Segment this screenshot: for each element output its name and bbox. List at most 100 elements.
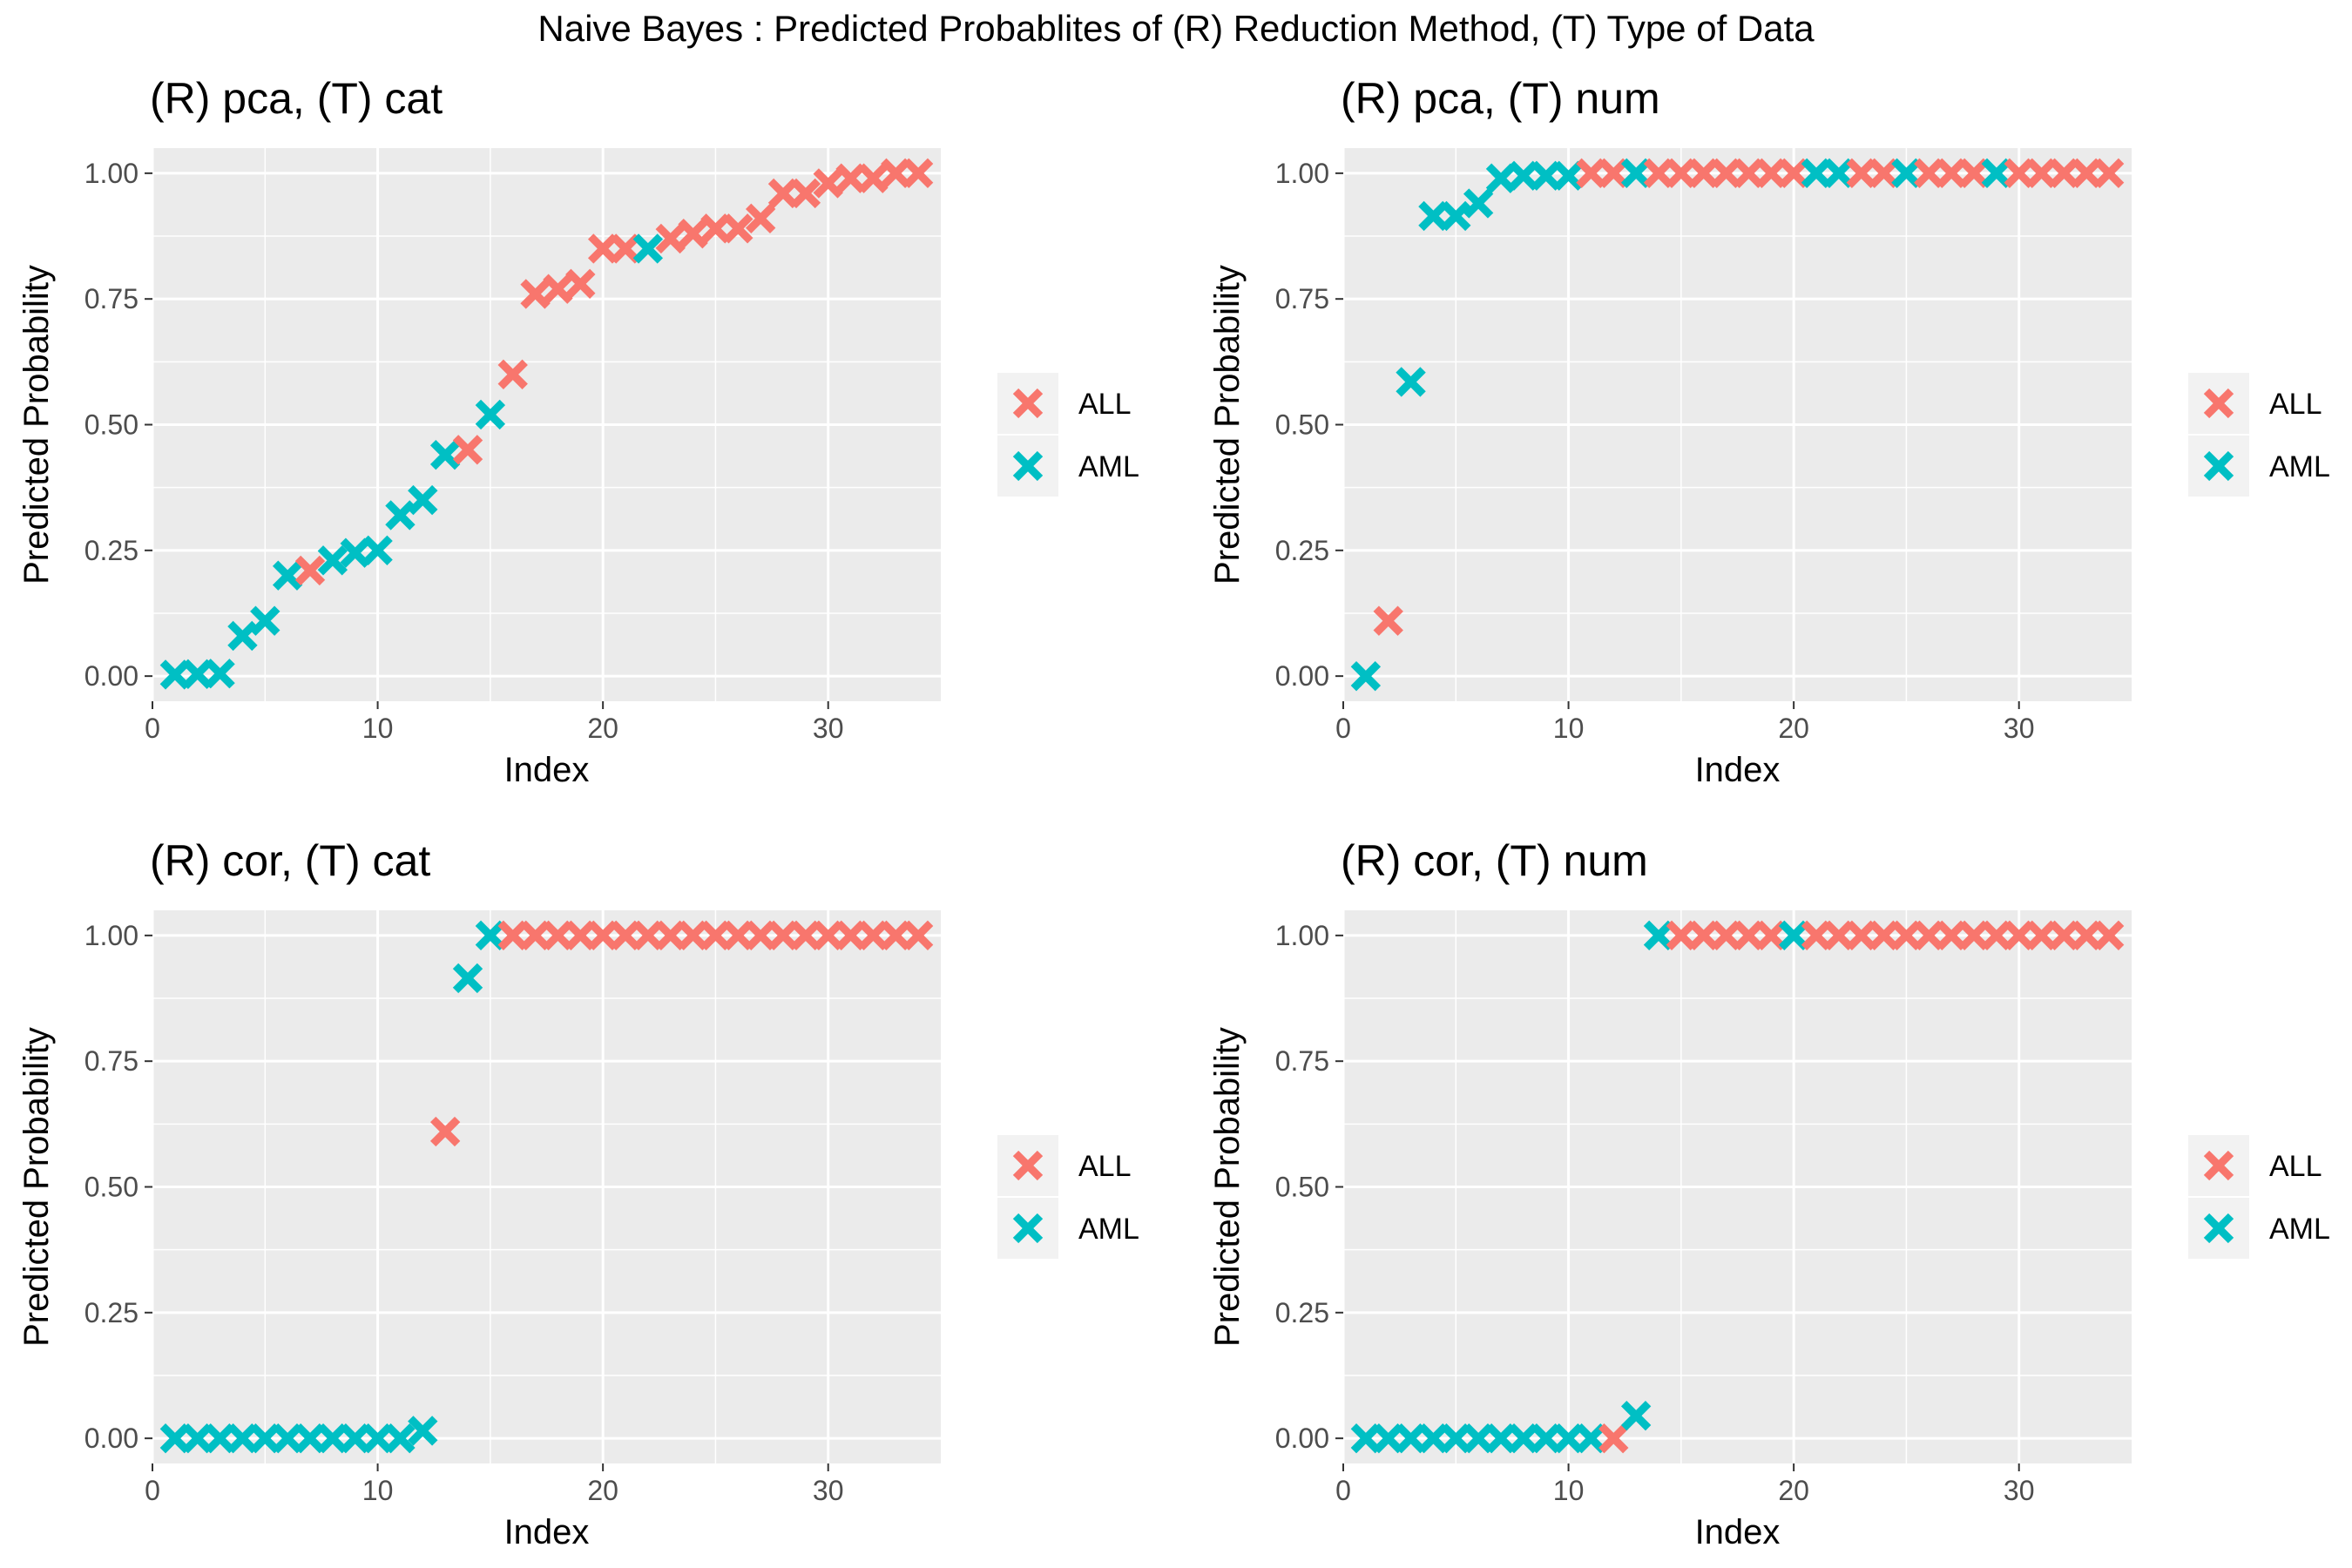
panel-title: (R) cor, (T) cat <box>150 836 430 885</box>
point-aml <box>1981 158 2012 189</box>
point-aml <box>1508 1423 1539 1454</box>
point-aml <box>1350 1423 1382 1454</box>
point-all <box>678 920 708 951</box>
point-all <box>881 920 911 951</box>
point-all <box>1643 158 1674 189</box>
y-tick-label: 0.00 <box>84 1423 139 1454</box>
point-all <box>497 920 528 951</box>
legend-marker-aml <box>1012 1213 1044 1244</box>
point-aml <box>1441 1423 1471 1454</box>
point-all <box>565 920 596 951</box>
point-aml <box>1485 163 1517 193</box>
point-all <box>813 168 843 199</box>
x-axis-label: Index <box>1695 1513 1781 1551</box>
point-all <box>1869 158 1899 189</box>
point-aml <box>429 439 461 470</box>
point-all <box>520 920 551 951</box>
point-all <box>1869 920 1899 951</box>
point-all <box>858 920 889 951</box>
x-tick-label: 20 <box>1778 1475 1809 1506</box>
point-aml <box>250 1423 280 1454</box>
y-tick-label: 0.50 <box>84 409 139 441</box>
legend-marker-aml <box>2203 450 2234 482</box>
point-aml <box>452 963 483 994</box>
point-all <box>2026 158 2057 189</box>
point-all <box>790 920 821 951</box>
x-tick-label: 0 <box>145 1475 160 1506</box>
y-tick-label: 0.50 <box>84 1172 139 1203</box>
point-all <box>1756 920 1787 951</box>
legend-label-aml: AML <box>2269 1213 2330 1246</box>
y-tick-label: 0.25 <box>84 535 139 566</box>
point-all <box>1756 158 1787 189</box>
x-tick-label: 30 <box>2004 713 2035 744</box>
point-aml <box>182 659 213 690</box>
point-all <box>1846 920 1876 951</box>
y-tick-label: 1.00 <box>84 158 139 189</box>
point-all <box>543 274 573 304</box>
y-tick-label: 1.00 <box>1275 158 1329 189</box>
point-aml <box>385 1423 416 1454</box>
point-aml <box>1620 1400 1652 1431</box>
x-tick-label: 20 <box>1778 713 1809 744</box>
point-aml <box>340 537 370 568</box>
point-all <box>2049 920 2079 951</box>
point-all <box>1666 158 1697 189</box>
point-all <box>655 223 686 254</box>
point-aml <box>205 659 235 689</box>
point-aml <box>227 620 258 652</box>
y-tick-label: 0.75 <box>1275 1045 1329 1077</box>
y-tick-label: 1.00 <box>84 920 139 951</box>
point-all <box>294 555 326 586</box>
point-aml <box>1553 1423 1584 1454</box>
y-tick-label: 0.50 <box>1275 1172 1329 1203</box>
point-all <box>1576 158 1606 189</box>
legend-label-aml: AML <box>2269 450 2330 483</box>
x-tick-label: 10 <box>362 713 394 744</box>
point-all <box>745 203 776 234</box>
legend-marker-all <box>2203 388 2234 419</box>
point-all <box>858 163 889 193</box>
point-aml <box>1553 160 1584 191</box>
point-aml <box>1463 1423 1494 1454</box>
y-tick-label: 0.75 <box>84 1045 139 1077</box>
y-axis-label: Predicted Probability <box>1208 265 1247 585</box>
point-all <box>520 279 551 309</box>
x-axis-label: Index <box>1695 751 1781 789</box>
point-all <box>1711 920 1741 951</box>
point-aml <box>408 484 438 516</box>
point-all <box>632 920 664 951</box>
point-aml <box>294 1423 326 1454</box>
legend: ALL AML <box>997 1135 1139 1259</box>
legend-label-all: ALL <box>2269 388 2322 421</box>
y-tick-label: 0.00 <box>1275 660 1329 692</box>
point-all <box>700 920 731 951</box>
point-all <box>452 435 483 465</box>
point-all <box>655 920 686 951</box>
point-all <box>610 233 641 264</box>
panel-title: (R) pca, (T) cat <box>150 74 443 123</box>
point-aml <box>250 605 280 636</box>
point-all <box>881 158 911 189</box>
point-aml <box>1418 200 1449 232</box>
point-aml <box>317 545 348 576</box>
panel-4: 0 10 20 30 0.00 0.25 0.50 0.75 1.00 (R) cor, (T) … <box>1208 836 2330 1551</box>
figure-title: Naive Bayes : Predicted Probablites of (… <box>537 8 1815 49</box>
point-all <box>1734 920 1764 951</box>
point-all <box>835 920 866 951</box>
point-all <box>1778 158 1809 189</box>
point-aml <box>1396 367 1426 397</box>
point-all <box>1958 158 1990 189</box>
point-aml <box>362 535 393 566</box>
point-aml <box>159 1423 191 1454</box>
y-tick-label: 0.25 <box>1275 535 1329 566</box>
point-all <box>565 268 596 300</box>
point-all <box>587 920 618 951</box>
point-aml <box>1778 920 1809 951</box>
legend-label-aml: AML <box>1078 1213 1139 1246</box>
y-axis-label: Predicted Probability <box>1208 1027 1247 1347</box>
point-all <box>767 178 799 209</box>
point-all <box>1734 158 1764 189</box>
point-all <box>1891 920 1922 951</box>
